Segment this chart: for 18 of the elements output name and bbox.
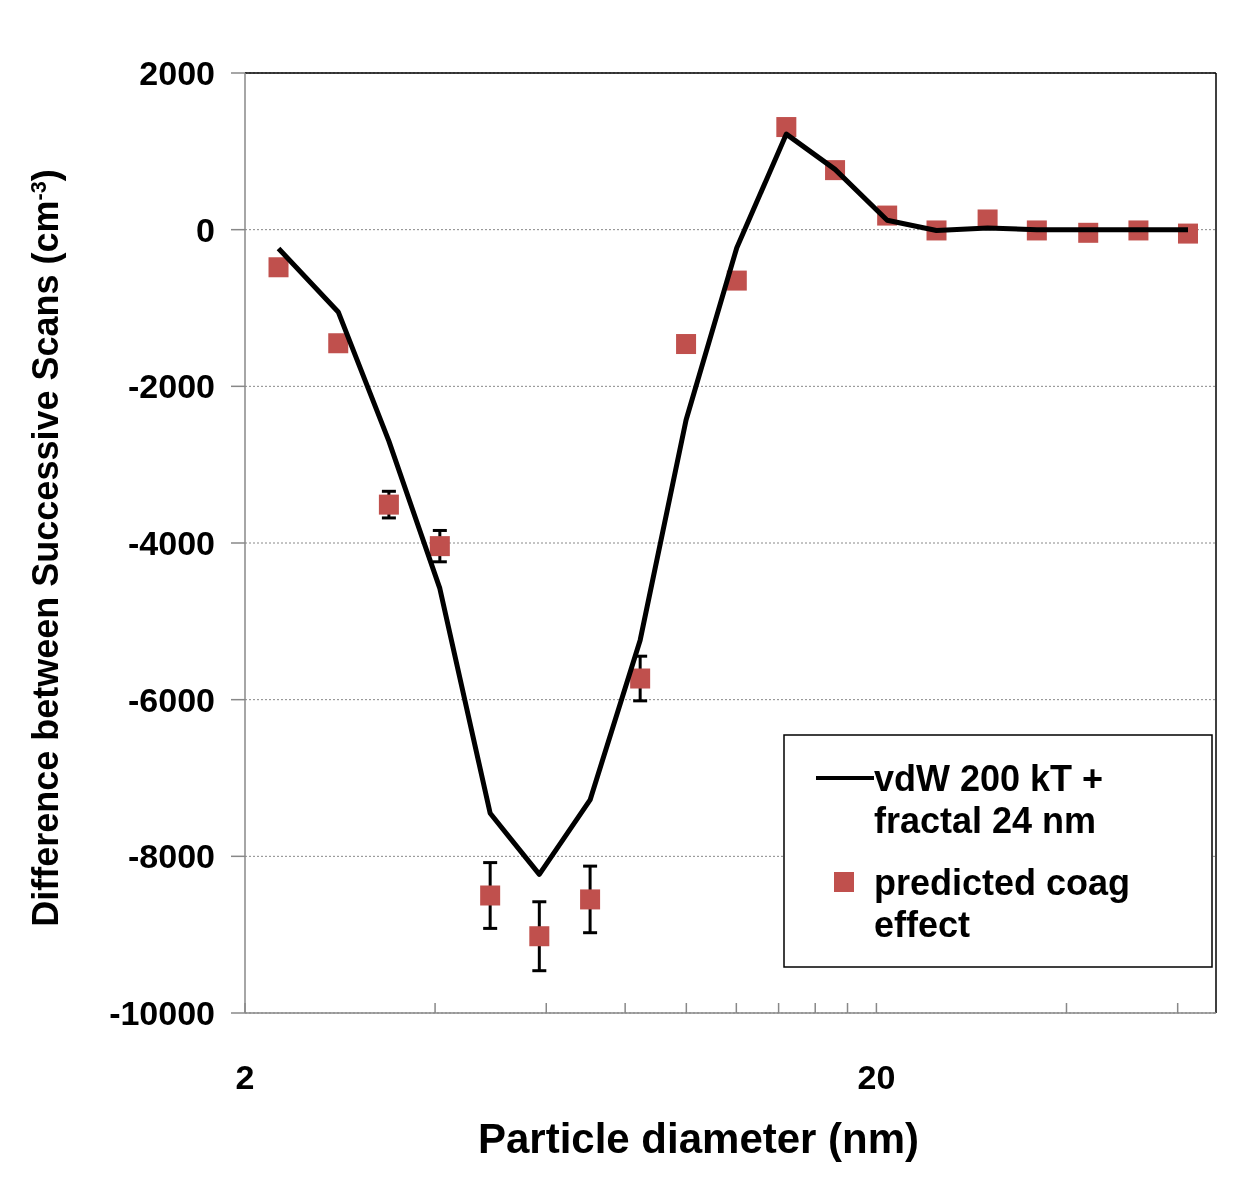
y-tick-label: -2000 <box>128 367 215 406</box>
point <box>328 333 349 354</box>
y-tick-label: -6000 <box>128 680 215 719</box>
legend-label: vdW 200 kT + fractal 24 nm <box>874 757 1104 841</box>
point <box>429 536 450 557</box>
point <box>776 117 797 138</box>
x-tick-label: 2 <box>235 1058 255 1096</box>
y-tick-label: 2000 <box>139 53 215 92</box>
legend-label: predicted coag effect <box>874 861 1131 945</box>
point <box>529 926 550 947</box>
y-tick-label: -10000 <box>109 993 215 1032</box>
x-axis-title: Particle diameter (nm) <box>477 1115 920 1162</box>
y-tick-label: -8000 <box>128 837 215 876</box>
x-tick-label: 20 <box>857 1058 896 1096</box>
y-tick-label: 0 <box>196 210 215 249</box>
point <box>378 494 399 515</box>
point <box>676 334 697 355</box>
y-tick-label: -4000 <box>128 523 215 562</box>
